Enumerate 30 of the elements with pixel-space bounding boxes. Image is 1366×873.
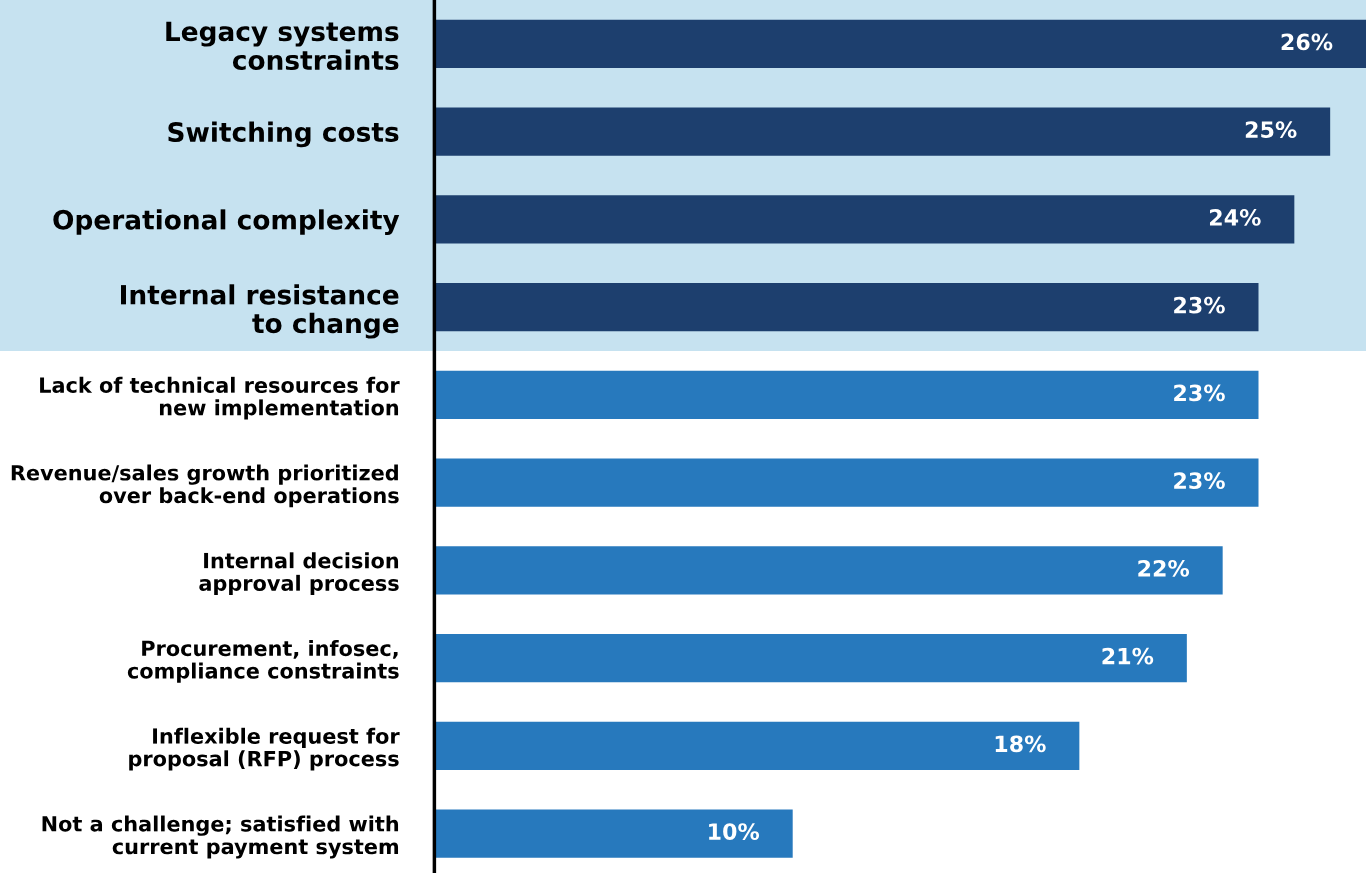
bar [434,282,1259,332]
data-label: 23% [1174,384,1225,402]
data-label: 18% [995,735,1046,753]
bar [434,195,1295,244]
y-tick-label: Operational complexity [53,209,400,236]
bar [434,546,1223,595]
y-tick-label: Procurement, infosec, compliance constraints [127,640,399,683]
data-label: 25% [1245,121,1297,139]
bar [434,19,1366,68]
bar [434,809,793,858]
y-tick-label: Internal resistance to change [121,284,399,339]
data-label: 23% [1174,472,1225,490]
bar [434,633,1187,683]
y-tick-label: Internal decision approval process [199,552,399,596]
y-tick-label: Lack of technical resources for new implementation [40,376,400,420]
bar [434,107,1331,156]
data-label: 22% [1138,559,1190,577]
data-label: 21% [1102,647,1154,665]
y-tick-label: Switching costs [168,121,399,148]
y-tick-label: Inflexible request for proposal (RFP) process [129,727,400,771]
data-label: 10% [709,823,760,840]
bar [434,458,1259,507]
y-tick-label: Not a challenge; satisfied with current payment system [42,815,399,859]
bar [434,370,1259,419]
data-label: 24% [1209,208,1261,226]
y-tick-label: Legacy systems constraints [166,21,399,71]
bar [434,721,1080,770]
data-label: 26% [1281,33,1333,51]
data-label: 23% [1174,296,1225,314]
y-tick-label: Revenue/sales growth prioritized over back-end operations [11,464,399,508]
